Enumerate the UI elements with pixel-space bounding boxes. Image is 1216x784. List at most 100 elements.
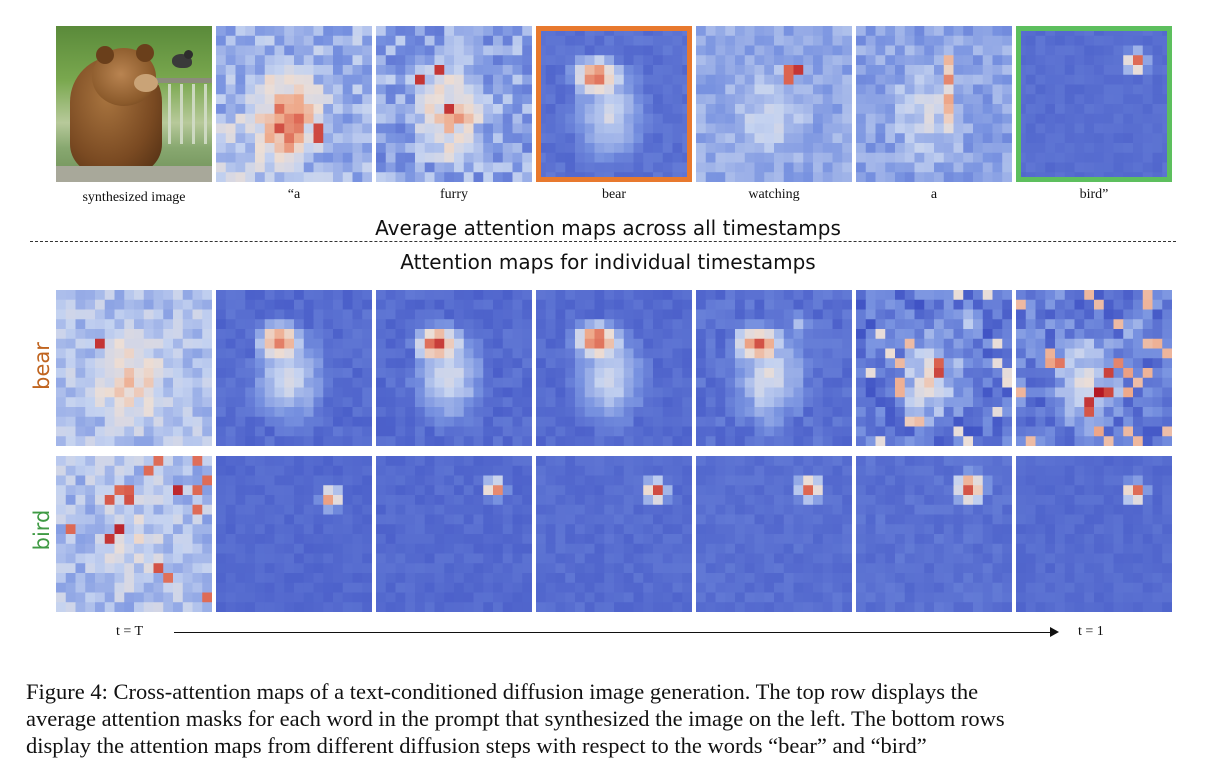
heatmap-cell (565, 387, 576, 398)
heatmap-cell (1035, 495, 1046, 506)
heatmap-cell (1016, 309, 1027, 320)
heatmap-cell (502, 436, 513, 446)
heatmap-cell (114, 290, 125, 301)
heatmap-cell (362, 309, 372, 320)
heatmap-cell (75, 358, 86, 369)
heatmap-cell (575, 348, 586, 359)
heatmap-cell (502, 407, 513, 418)
heatmap-cell (1035, 485, 1046, 496)
heatmap-cell (672, 104, 683, 115)
heatmap-cell (56, 426, 67, 437)
heatmap-cell (774, 55, 785, 66)
heatmap-cell (803, 485, 814, 496)
heatmap-cell (822, 368, 833, 379)
heatmap-cell (352, 319, 363, 330)
heatmap-cell (493, 368, 504, 379)
heatmap-cell (376, 74, 387, 85)
heatmap-cell (895, 133, 906, 144)
heatmap-cell (424, 475, 435, 486)
heatmap-cell (764, 456, 775, 467)
heatmap-cell (313, 172, 324, 182)
heatmap-cell (75, 329, 86, 340)
heatmap-cell (1025, 426, 1036, 437)
heatmap-cell (764, 45, 775, 56)
heatmap-cell (895, 524, 906, 535)
heatmap-cell (875, 104, 886, 115)
heatmap-cell (696, 172, 707, 182)
heatmap-cell (255, 592, 266, 603)
heatmap-cell (114, 407, 125, 418)
heatmap-cell (982, 113, 993, 124)
heatmap-cell (856, 426, 867, 437)
heatmap-cell (225, 416, 236, 427)
heatmap-cell (1133, 485, 1144, 496)
heatmap-cell (473, 299, 484, 310)
heatmap-cell (1152, 358, 1163, 369)
heatmap-cell (1084, 65, 1095, 76)
heatmap-cell (963, 592, 974, 603)
heatmap-cell (1035, 319, 1046, 330)
heatmap-cell (1113, 143, 1124, 154)
heatmap-cell (992, 35, 1003, 46)
heatmap-cell (875, 26, 886, 37)
heatmap-cell (594, 416, 605, 427)
heatmap-cell (216, 123, 227, 134)
heatmap-cell (415, 387, 426, 398)
heatmap-cell (114, 553, 125, 564)
heatmap-cell (764, 348, 775, 359)
heatmap-cell (1035, 329, 1046, 340)
heatmap-cell (1142, 143, 1153, 154)
heatmap-cell (1142, 35, 1153, 46)
heatmap-cell (1074, 309, 1085, 320)
heatmap-cell (705, 290, 716, 301)
heatmap-cell (774, 416, 785, 427)
heatmap-cell (323, 465, 334, 476)
heatmap-cell (444, 338, 455, 349)
heatmap-cell (502, 553, 513, 564)
heatmap-cell (352, 358, 363, 369)
heatmap-cell (774, 26, 785, 37)
heatmap-cell (454, 407, 465, 418)
heatmap-cell (842, 475, 852, 486)
heatmap-cell (1002, 602, 1012, 612)
heatmap-cell (1084, 162, 1095, 173)
heatmap-cell (483, 94, 494, 105)
heatmap-cell (822, 55, 833, 66)
heatmap-cell (1103, 309, 1114, 320)
heatmap-cell (594, 368, 605, 379)
heatmap-cell (473, 387, 484, 398)
heatmap-cell (522, 602, 532, 612)
heatmap-cell (313, 514, 324, 525)
heatmap-cell (405, 426, 416, 437)
heatmap-cell (803, 563, 814, 574)
heatmap-cell (662, 133, 673, 144)
heatmap-cell (415, 358, 426, 369)
heatmap-cell (1084, 143, 1095, 154)
heatmap-cell (182, 602, 193, 612)
heatmap-cell (284, 592, 295, 603)
heatmap-cell (56, 475, 67, 486)
heatmap-cell (623, 416, 634, 427)
heatmap-cell (754, 426, 765, 437)
heatmap-cell (463, 456, 474, 467)
heatmap-cell (545, 143, 556, 154)
heatmap-cell (1016, 74, 1027, 85)
heatmap-cell (255, 602, 266, 612)
heatmap-cell (434, 123, 445, 134)
heatmap-cell (793, 524, 804, 535)
heatmap-cell (575, 319, 586, 330)
heatmap-cell (643, 416, 654, 427)
heatmap-cell (643, 94, 654, 105)
heatmap-cell (856, 152, 867, 163)
heatmap-cell (385, 524, 396, 535)
heatmap-cell (376, 143, 387, 154)
heatmap-cell (163, 368, 174, 379)
heatmap-cell (953, 55, 964, 66)
heatmap-cell (594, 377, 605, 388)
heatmap-cell (963, 543, 974, 554)
heatmap-cell (512, 123, 523, 134)
heatmap-cell (385, 456, 396, 467)
heatmap-cell (653, 534, 664, 545)
heatmap-cell (385, 26, 396, 37)
heatmap-cell (973, 290, 984, 301)
